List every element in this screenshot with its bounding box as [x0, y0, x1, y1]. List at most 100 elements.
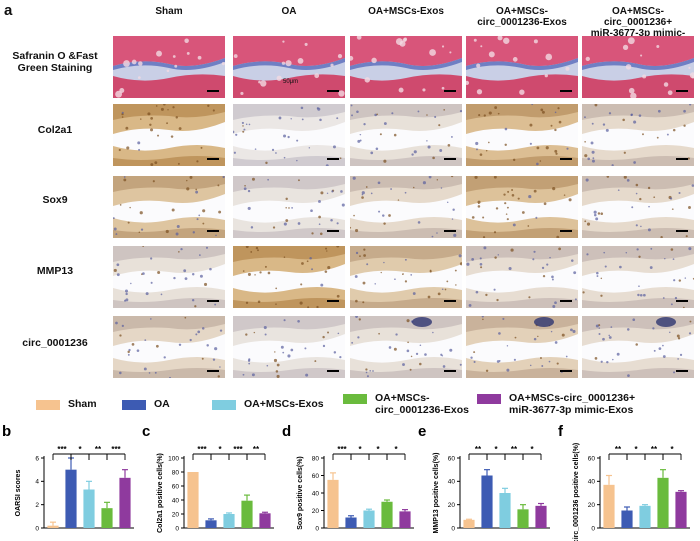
- micrograph-r4-c4: [466, 246, 578, 308]
- significance-label: *: [634, 445, 638, 454]
- panel-letter-b: b: [2, 423, 11, 440]
- significance-label: **: [615, 445, 622, 454]
- panel-letter-e: e: [418, 423, 426, 440]
- significance-label: *: [530, 445, 534, 454]
- bar-c-3: [223, 514, 235, 528]
- figure-legend: Sham OA OA+MSCs-Exos OA+MSCs-circ_0001236-E…: [0, 392, 700, 426]
- legend-swatch: [212, 400, 236, 410]
- bar-b-3: [83, 489, 95, 528]
- y-tick-label: 40: [588, 479, 596, 486]
- legend-swatch: [477, 394, 501, 404]
- scale-bar: [327, 370, 339, 372]
- significance-label: **: [651, 445, 658, 454]
- bar-f-5: [675, 491, 687, 528]
- scale-bar: [676, 300, 688, 302]
- y-axis-label: circ_0001236 positive cells(%): [573, 443, 580, 541]
- y-tick-label: 100: [168, 455, 179, 462]
- micrograph-r3-c5: [582, 176, 694, 238]
- micrograph-r5-c5: [582, 316, 694, 378]
- y-tick-label: 0: [451, 525, 455, 532]
- significance-label: ***: [111, 445, 121, 454]
- y-tick-label: 6: [35, 455, 39, 462]
- micrograph-r2-c2: [233, 104, 345, 166]
- scale-bar: [560, 300, 572, 302]
- significance-label: **: [475, 445, 482, 454]
- chart-c: c Col2a1 positive cells(%) 0 20 40 60 80 100 ***…: [140, 423, 280, 541]
- scale-bar: [327, 300, 339, 302]
- legend-item-3: OA+MSCs-Exos: [212, 398, 324, 410]
- scale-bar: [676, 370, 688, 372]
- y-tick-label: 60: [172, 483, 180, 490]
- micrograph-r2-c3: [350, 104, 462, 166]
- row-label-5: circ_0001236: [22, 337, 88, 349]
- legend-label: OA+MSCs-Exos: [244, 398, 324, 410]
- legend-label: OA+MSCs-circ_0001236+ miR-3677-3p mimic-E…: [509, 392, 636, 416]
- y-tick-label: 4: [35, 479, 39, 486]
- panel-letter-c: c: [142, 423, 150, 440]
- bar-c-4: [241, 500, 253, 528]
- bar-d-4: [381, 501, 393, 528]
- bar-e-5: [535, 505, 547, 528]
- legend-swatch: [343, 394, 367, 404]
- legend-label: OA+MSCs-circ_0001236-Exos: [375, 392, 469, 416]
- bar-d-2: [345, 517, 357, 528]
- row-label-1: Safranin O &Fast Green Staining: [12, 50, 98, 74]
- bar-e-3: [499, 493, 511, 528]
- scale-bar: [444, 230, 456, 232]
- micrograph-r4-c5: [582, 246, 694, 308]
- scale-bar: [444, 158, 456, 160]
- bar-b-5: [119, 477, 131, 528]
- micrograph-r4-c2: [233, 246, 345, 308]
- micrograph-r5-c3: [350, 316, 462, 378]
- y-tick-label: 20: [588, 502, 596, 509]
- bar-c-1: [187, 472, 199, 528]
- y-tick-label: 20: [312, 508, 320, 515]
- legend-item-1: Sham: [36, 398, 97, 410]
- y-tick-label: 20: [172, 511, 180, 518]
- significance-label: *: [670, 445, 674, 454]
- legend-label: OA: [154, 398, 170, 410]
- scale-bar: [676, 90, 688, 92]
- scale-bar: [207, 370, 219, 372]
- significance-label: **: [511, 445, 518, 454]
- row-label-3: Sox9: [42, 194, 68, 206]
- micrograph-r3-c2: [233, 176, 345, 238]
- micrograph-r1-c1: [113, 36, 225, 98]
- legend-item-2: OA: [122, 398, 170, 410]
- scale-bar: [560, 90, 572, 92]
- bar-d-3: [363, 510, 375, 528]
- significance-label: ***: [337, 445, 347, 454]
- micrograph-r3-c4: [466, 176, 578, 238]
- significance-label: *: [78, 445, 82, 454]
- panel-a-letter: a: [4, 2, 13, 19]
- legend-swatch: [36, 400, 60, 410]
- scale-bar: [444, 90, 456, 92]
- chart-e: e MMP13 positive cells(%) 0 20 40 60 ** * ** *: [416, 423, 556, 541]
- chart-f: f circ_0001236 positive cells(%) 0 20 40 60 **…: [556, 423, 696, 541]
- significance-label: **: [95, 445, 102, 454]
- significance-label: *: [494, 445, 498, 454]
- micrograph-r1-c4: [466, 36, 578, 98]
- bar-c-5: [259, 513, 271, 528]
- significance-label: *: [358, 445, 362, 454]
- scale-bar: [327, 158, 339, 160]
- significance-label: *: [376, 445, 380, 454]
- y-axis-label: MMP13 positive cells(%): [433, 453, 440, 534]
- y-tick-label: 40: [312, 490, 320, 497]
- scale-bar: [444, 300, 456, 302]
- micrograph-r3-c3: [350, 176, 462, 238]
- y-tick-label: 60: [312, 473, 320, 480]
- micrograph-r2-c1: [113, 104, 225, 166]
- significance-label: ***: [57, 445, 67, 454]
- row-label-2: Col2a1: [37, 124, 73, 136]
- scale-bar: [560, 230, 572, 232]
- micrograph-r2-c5: [582, 104, 694, 166]
- bar-e-2: [481, 475, 493, 528]
- legend-item-4: OA+MSCs-circ_0001236-Exos: [343, 392, 469, 416]
- y-tick-label: 2: [35, 502, 39, 509]
- scale-bar: [327, 90, 339, 92]
- y-tick-label: 80: [172, 469, 180, 476]
- scale-bar: [327, 230, 339, 232]
- significance-label: *: [218, 445, 222, 454]
- bar-e-1: [463, 519, 475, 528]
